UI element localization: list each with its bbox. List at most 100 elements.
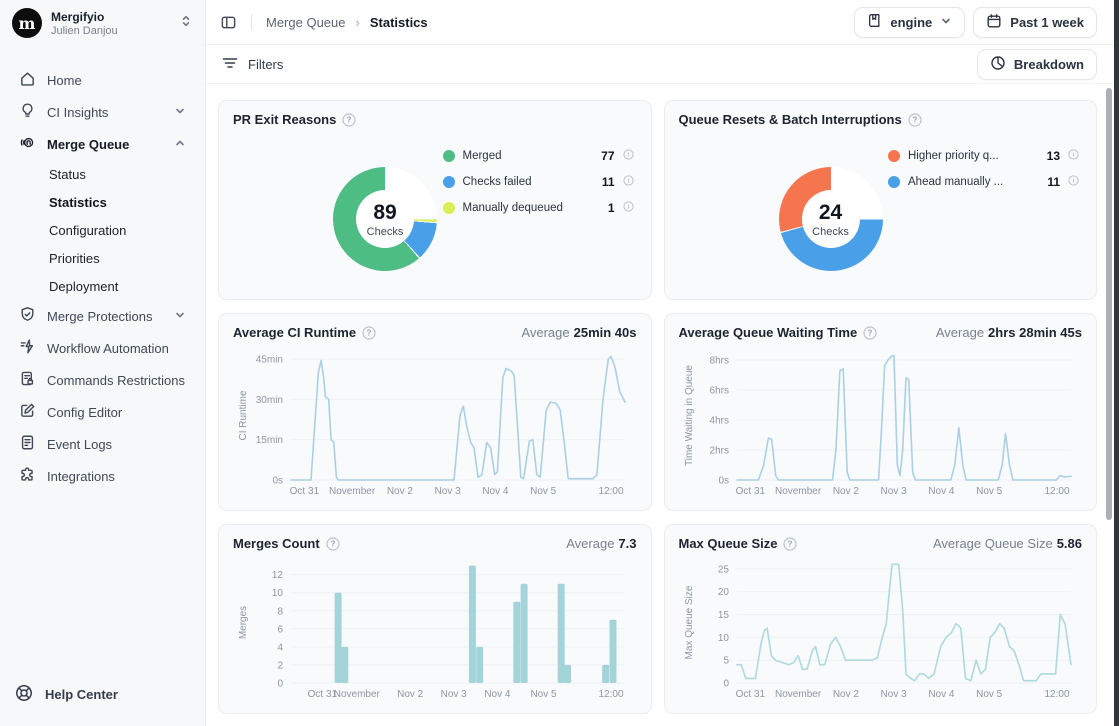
sidebar-subitem-configuration[interactable]: Configuration bbox=[10, 216, 195, 244]
selector-updown-icon bbox=[179, 14, 193, 33]
svg-text:Nov 2: Nov 2 bbox=[397, 689, 424, 700]
svg-text:5: 5 bbox=[723, 656, 729, 667]
queue-resets-donut-chart[interactable]: 24 Checks bbox=[779, 167, 883, 271]
topbar: Merge Queue › Statistics engine Past 1 w… bbox=[206, 0, 1119, 45]
donut-center-label: Checks bbox=[812, 226, 849, 238]
svg-text:November: November bbox=[775, 486, 822, 497]
legend-item[interactable]: Checks failed 11 i bbox=[443, 173, 635, 191]
info-icon[interactable]: i bbox=[623, 173, 635, 191]
info-icon[interactable]: i bbox=[623, 147, 635, 165]
card-average-queue-waiting-time: Average Queue Waiting Time ? Average2hrs… bbox=[664, 313, 1098, 511]
svg-text:0s: 0s bbox=[718, 476, 729, 487]
breadcrumb-merge-queue[interactable]: Merge Queue bbox=[266, 15, 346, 30]
svg-text:i: i bbox=[627, 152, 628, 159]
sidebar-subitem-priorities[interactable]: Priorities bbox=[10, 244, 195, 272]
card-merges-count: Merges Count ? Average7.3 024681012Merge… bbox=[218, 524, 652, 714]
sidebar-item-config-editor[interactable]: Config Editor bbox=[10, 396, 195, 428]
legend-dot bbox=[888, 176, 900, 188]
svg-text:12:00: 12:00 bbox=[598, 689, 623, 700]
info-icon[interactable]: i bbox=[623, 199, 635, 217]
svg-text:Oct 31: Oct 31 bbox=[290, 486, 320, 497]
sidebar-toggle-icon[interactable] bbox=[220, 14, 237, 31]
sidebar-item-workflow-automation[interactable]: Workflow Automation bbox=[10, 332, 195, 364]
svg-text:12:00: 12:00 bbox=[1044, 689, 1069, 700]
sidebar-item-event-logs[interactable]: Event Logs bbox=[10, 428, 195, 460]
average-value: Average7.3 bbox=[566, 536, 636, 551]
pie-chart-icon bbox=[990, 55, 1006, 74]
svg-text:10: 10 bbox=[717, 633, 729, 644]
sidebar-subitem-deployment[interactable]: Deployment bbox=[10, 272, 195, 300]
help-question-icon[interactable]: ? bbox=[326, 537, 340, 551]
breakdown-button[interactable]: Breakdown bbox=[977, 49, 1097, 80]
help-question-icon[interactable]: ? bbox=[362, 326, 376, 340]
date-range-button[interactable]: Past 1 week bbox=[973, 7, 1097, 38]
sidebar-item-home[interactable]: Home bbox=[10, 64, 195, 96]
svg-text:6: 6 bbox=[277, 624, 283, 635]
info-icon[interactable]: i bbox=[1068, 173, 1080, 191]
help-question-icon[interactable]: ? bbox=[342, 113, 356, 127]
chevron-down-icon bbox=[940, 15, 952, 30]
lightbulb-icon bbox=[19, 102, 36, 122]
svg-text:10: 10 bbox=[272, 588, 284, 599]
legend-item[interactable]: Higher priority q... 13 i bbox=[888, 147, 1080, 165]
help-question-icon[interactable]: ? bbox=[863, 326, 877, 340]
legend-dot bbox=[888, 150, 900, 162]
sidebar-item-merge-protections[interactable]: Merge Protections bbox=[10, 300, 195, 332]
legend-dot bbox=[443, 176, 455, 188]
legend-item[interactable]: Ahead manually ... 11 i bbox=[888, 173, 1080, 191]
svg-text:4: 4 bbox=[277, 642, 283, 653]
sidebar-item-merge-queue[interactable]: Merge Queue bbox=[10, 128, 195, 160]
svg-text:20: 20 bbox=[717, 587, 729, 598]
svg-text:?: ? bbox=[347, 115, 352, 124]
svg-text:CI Runtime: CI Runtime bbox=[238, 390, 249, 440]
svg-text:November: November bbox=[775, 689, 822, 700]
app-window: m Mergifyio Julien Danjou Home CI Insigh… bbox=[0, 0, 1119, 726]
queue-waiting-line-chart[interactable]: 0s2hrs4hrs6hrs8hrsTime Waiting in QueueO… bbox=[679, 342, 1083, 504]
svg-text:4hrs: 4hrs bbox=[709, 416, 728, 427]
sidebar-item-integrations[interactable]: Integrations bbox=[10, 460, 195, 492]
svg-text:15min: 15min bbox=[256, 435, 283, 446]
help-question-icon[interactable]: ? bbox=[908, 113, 922, 127]
sidebar-item-commands-restrictions[interactable]: Commands Restrictions bbox=[10, 364, 195, 396]
repo-book-icon bbox=[867, 13, 882, 31]
mergify-logo: m bbox=[12, 8, 42, 38]
filter-toolbar: Filters Breakdown bbox=[206, 45, 1119, 84]
chevron-down-icon bbox=[174, 309, 186, 324]
svg-text:Merges: Merges bbox=[238, 606, 249, 639]
legend-item[interactable]: Merged 77 i bbox=[443, 147, 635, 165]
info-icon[interactable]: i bbox=[1068, 147, 1080, 165]
card-pr-exit-reasons: PR Exit Reasons ? 89 Checks Me bbox=[218, 100, 652, 300]
svg-text:Nov 4: Nov 4 bbox=[928, 689, 955, 700]
pr-exit-donut-chart[interactable]: 89 Checks bbox=[333, 167, 437, 271]
sidebar-subitem-status[interactable]: Status bbox=[10, 160, 195, 188]
svg-text:Nov 2: Nov 2 bbox=[832, 486, 859, 497]
repository-selector[interactable]: engine bbox=[854, 7, 965, 38]
svg-text:45min: 45min bbox=[256, 355, 283, 366]
max-queue-size-line-chart[interactable]: 0510152025Max Queue SizeOct 31NovemberNo… bbox=[679, 553, 1083, 707]
legend-item[interactable]: Manually dequeued 1 i bbox=[443, 199, 635, 217]
sidebar-item-ci-insights[interactable]: CI Insights bbox=[10, 96, 195, 128]
sidebar-subitem-statistics[interactable]: Statistics bbox=[10, 188, 195, 216]
document-icon bbox=[19, 434, 36, 454]
help-question-icon[interactable]: ? bbox=[783, 537, 797, 551]
user-name: Julien Danjou bbox=[51, 25, 170, 37]
vertical-scrollbar-thumb[interactable] bbox=[1106, 88, 1112, 520]
svg-text:2hrs: 2hrs bbox=[709, 446, 728, 457]
ci-runtime-line-chart[interactable]: 0s15min30min45minCI RuntimeOct 31Novembe… bbox=[233, 342, 637, 504]
donut-center-label: Checks bbox=[367, 226, 404, 238]
home-icon bbox=[19, 70, 36, 90]
svg-text:12:00: 12:00 bbox=[598, 486, 623, 497]
merges-count-bar-chart[interactable]: 024681012MergesOct 31NovemberNov 2Nov 3N… bbox=[233, 553, 637, 707]
svg-text:Nov 5: Nov 5 bbox=[976, 689, 1003, 700]
chevron-down-icon bbox=[174, 105, 186, 120]
svg-text:?: ? bbox=[868, 328, 873, 337]
filters-button[interactable]: Filters bbox=[222, 56, 283, 73]
donut-center-value: 24 bbox=[819, 201, 842, 225]
lifebuoy-icon bbox=[14, 683, 34, 706]
help-center-link[interactable]: Help Center bbox=[0, 669, 205, 726]
calendar-icon bbox=[986, 13, 1002, 32]
svg-text:i: i bbox=[627, 178, 628, 185]
account-switcher[interactable]: m Mergifyio Julien Danjou bbox=[0, 0, 205, 46]
svg-text:Time Waiting in Queue: Time Waiting in Queue bbox=[684, 365, 695, 466]
donut-center-value: 89 bbox=[373, 201, 396, 225]
